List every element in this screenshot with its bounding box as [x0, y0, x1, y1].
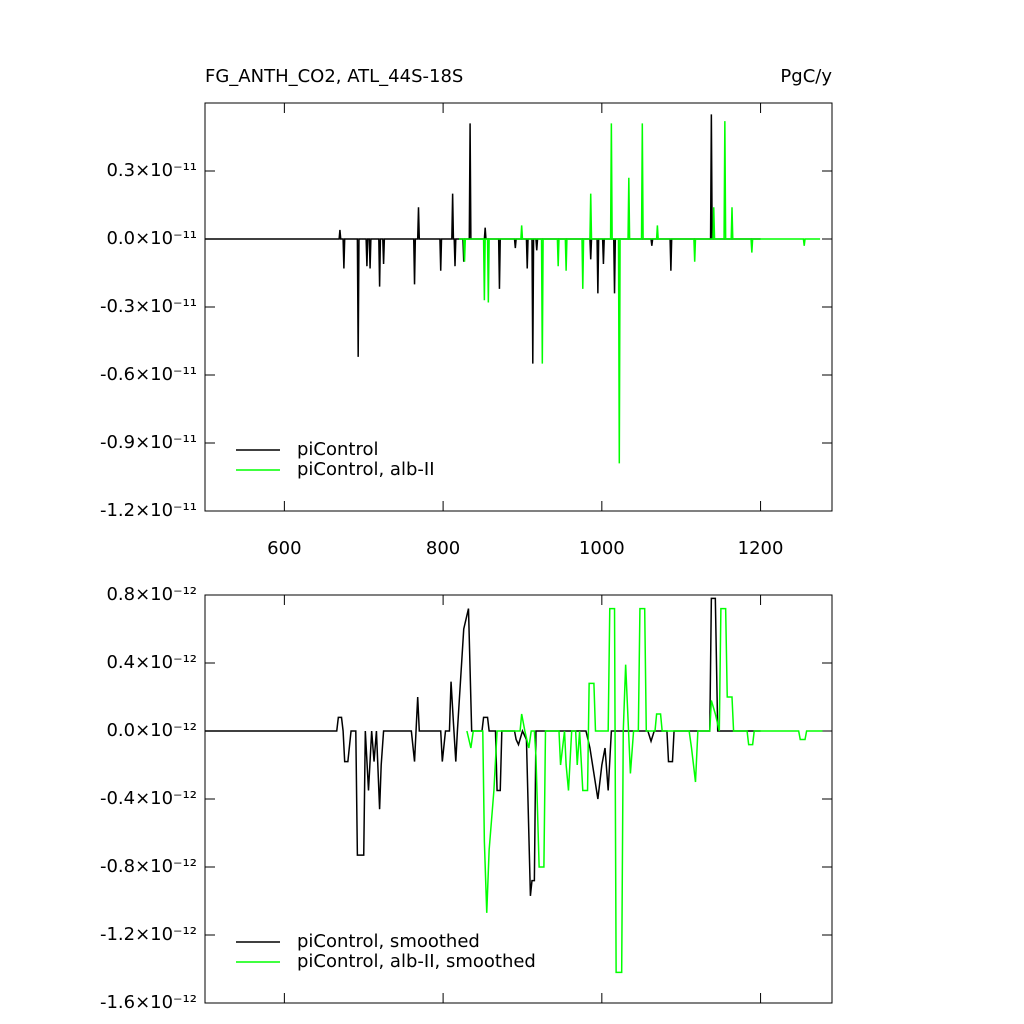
y-tick-label: -0.9×10⁻¹¹	[100, 432, 197, 453]
series-line	[466, 607, 823, 974]
y-tick-label: 0.4×10⁻¹²	[106, 652, 197, 673]
chart-title: FG_ANTH_CO2, ATL_44S-18S	[205, 66, 463, 87]
y-tick-label: -0.3×10⁻¹¹	[100, 296, 197, 317]
x-tick-label: 800	[426, 538, 460, 559]
y-tick-label: -0.4×10⁻¹²	[100, 788, 197, 809]
y-tick-label: 0.3×10⁻¹¹	[106, 160, 197, 181]
y-tick-label: -0.8×10⁻¹²	[100, 856, 197, 877]
y-tick-label: 0.8×10⁻¹²	[106, 584, 197, 605]
units-label: PgC/y	[780, 66, 832, 87]
legend-label: piControl, alb-II	[297, 459, 435, 480]
series-line	[205, 114, 761, 364]
y-tick-label: -1.2×10⁻¹²	[100, 924, 197, 945]
series-line	[458, 121, 821, 464]
y-tick-label: 0.0×10⁻¹¹	[106, 228, 197, 249]
x-tick-label: 600	[267, 538, 301, 559]
y-tick-label: -0.6×10⁻¹¹	[100, 364, 197, 385]
y-tick-label: 0.0×10⁻¹²	[106, 720, 197, 741]
legend-label: piControl	[297, 439, 379, 460]
y-tick-label: -1.2×10⁻¹¹	[100, 500, 197, 521]
y-tick-label: -1.6×10⁻¹²	[100, 992, 197, 1013]
x-tick-label: 1200	[738, 538, 784, 559]
legend-label: piControl, alb-II, smoothed	[297, 951, 536, 972]
legend-label: piControl, smoothed	[297, 931, 480, 952]
x-tick-label: 1000	[579, 538, 625, 559]
series-line	[205, 597, 761, 896]
